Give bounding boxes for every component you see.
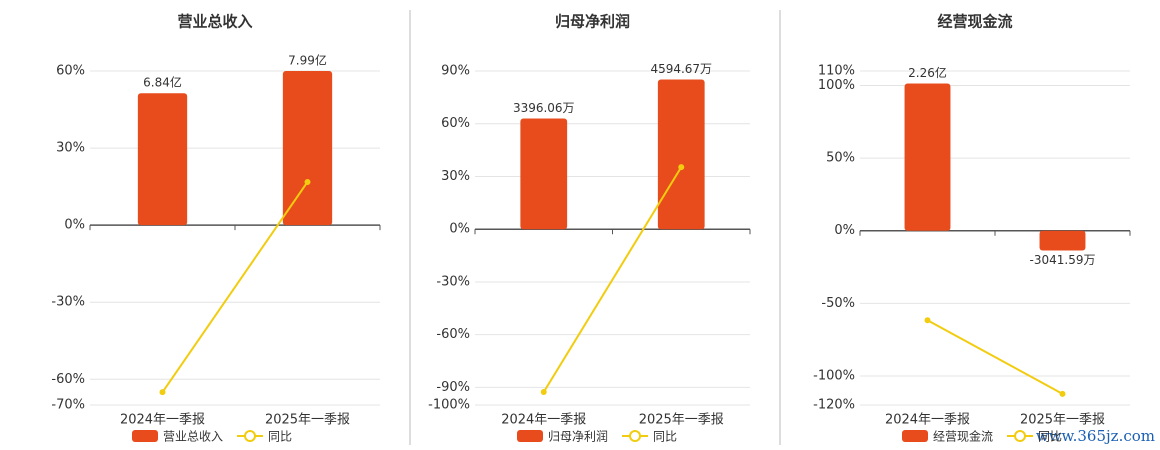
legend-swatch — [629, 430, 642, 442]
legend-swatch — [517, 430, 543, 442]
chart-title: 经营现金流 — [937, 13, 1012, 31]
y-tick-label: 60% — [441, 116, 470, 131]
chart: 归母净利润 90% 60% 30% 0% -30% -60% -90% -100% 2024年一季… — [428, 13, 751, 444]
y-tick-label: -30% — [436, 274, 470, 289]
bar — [657, 79, 705, 230]
line-point — [924, 317, 931, 324]
y-tick-label: 30% — [56, 141, 85, 156]
data-label: 4594.67万 — [650, 62, 712, 76]
legend-label: 经营现金流 — [933, 429, 993, 444]
y-tick-label: -30% — [51, 295, 85, 310]
line-point — [159, 389, 166, 396]
bar — [904, 83, 951, 231]
y-tick-label: -60% — [436, 327, 470, 342]
legend-swatch — [244, 430, 257, 442]
legend-label: 同比 — [653, 430, 677, 444]
legend-label: 营业总收入 — [163, 430, 223, 444]
line-point — [1059, 390, 1066, 397]
x-tick-label: 2025年一季报 — [1020, 413, 1105, 428]
y-tick-label: -100% — [428, 398, 470, 413]
bar — [520, 118, 568, 230]
y-tick-label: 100% — [818, 78, 855, 93]
chart: 营业总收入 60% 30% 0% -30% -60% -70% 2024年一季报 2025年一季… — [51, 13, 381, 444]
y-tick-label: -90% — [436, 380, 470, 395]
data-label: 7.99亿 — [288, 53, 327, 68]
x-tick-label: 2024年一季报 — [501, 413, 586, 428]
legend-label: 同比 — [268, 430, 292, 444]
y-tick-label: 0% — [449, 222, 470, 237]
y-tick-label: 60% — [56, 64, 85, 79]
line — [542, 166, 683, 393]
x-tick-label: 2024年一季报 — [120, 413, 205, 428]
legend-label: 归母净利润 — [548, 430, 608, 444]
legend-swatch — [902, 430, 928, 442]
legend-swatch — [132, 430, 158, 442]
y-tick-label: -120% — [813, 398, 855, 413]
y-tick-label: 0% — [64, 218, 85, 233]
y-tick-label: 90% — [441, 64, 470, 79]
x-tick-label: 2025年一季报 — [639, 413, 724, 428]
data-label: -3041.59万 — [1030, 253, 1096, 267]
line — [927, 319, 1063, 395]
bar — [282, 71, 333, 226]
chart-title: 归母净利润 — [555, 13, 630, 31]
chart-title: 营业总收入 — [177, 13, 252, 31]
chart: 经营现金流 110%100% 50% 0% -50% -100% -120% 2024年一季报… — [813, 13, 1131, 444]
y-tick-label: -70% — [51, 398, 85, 413]
legend-swatch — [1014, 430, 1027, 442]
y-tick-label: 110% — [818, 64, 855, 79]
data-label: 3396.06万 — [513, 101, 575, 115]
y-tick-label: -50% — [821, 296, 855, 311]
bar — [1039, 230, 1086, 251]
bar — [137, 93, 188, 226]
legend-label: 同比 — [1038, 430, 1062, 444]
line-point — [678, 164, 685, 171]
line-point — [540, 388, 547, 395]
watermark: www.365jz.com — [1036, 427, 1155, 445]
y-tick-label: 50% — [826, 151, 855, 166]
data-label: 6.84亿 — [143, 75, 182, 90]
y-tick-label: 30% — [441, 169, 470, 184]
line — [161, 181, 309, 393]
y-tick-label: -60% — [51, 372, 85, 387]
line-point — [304, 178, 311, 185]
y-tick-label: -100% — [813, 368, 855, 383]
data-label: 2.26亿 — [908, 65, 947, 80]
x-tick-label: 2025年一季报 — [265, 413, 350, 428]
x-tick-label: 2024年一季报 — [885, 413, 970, 428]
y-tick-label: 0% — [834, 223, 855, 238]
